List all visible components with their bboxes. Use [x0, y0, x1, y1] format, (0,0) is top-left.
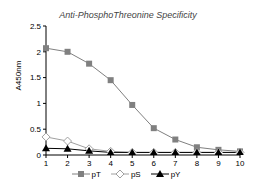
svg-text:2: 2: [37, 48, 42, 57]
svg-text:1.5: 1.5: [30, 73, 42, 82]
svg-text:2.5: 2.5: [30, 22, 42, 31]
svg-text:8: 8: [195, 159, 200, 168]
svg-text:0: 0: [37, 151, 42, 160]
svg-text:2: 2: [65, 159, 70, 168]
svg-text:9: 9: [216, 159, 221, 168]
svg-text:3: 3: [87, 159, 92, 168]
html-text:pT: pT: [91, 169, 101, 179]
svg-text:10: 10: [236, 159, 245, 168]
svg-text:A450nm: A450nm: [14, 60, 23, 90]
svg-text:1: 1: [44, 159, 49, 168]
html-text:pS: pS: [130, 169, 141, 179]
svg-text:6: 6: [152, 159, 157, 168]
svg-text:0.5: 0.5: [30, 125, 42, 134]
html-text:Anti-PhosphoThreonine Specific: Anti-PhosphoThreonine Specificity: [59, 10, 197, 20]
svg-text:4: 4: [108, 159, 113, 168]
svg-text:1: 1: [37, 99, 42, 108]
svg-text:5: 5: [130, 159, 135, 168]
html-text:pY: pY: [170, 169, 181, 179]
svg-text:7: 7: [173, 159, 178, 168]
